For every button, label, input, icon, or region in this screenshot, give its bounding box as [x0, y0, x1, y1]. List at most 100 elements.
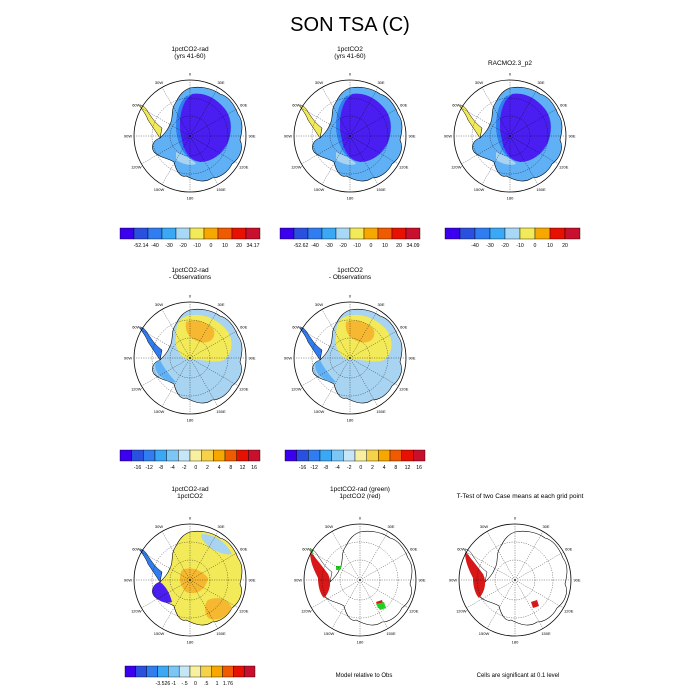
colorbar-swatch: [189, 665, 202, 678]
lon-label-lon-120w: 120W: [291, 165, 302, 170]
peninsula-region: [139, 549, 163, 583]
lon-label-lon-150w: 150W: [479, 631, 490, 636]
strong-warm-zone: [185, 320, 215, 343]
colorbar-swatch: [504, 227, 521, 240]
lon-label-lon-150e: 150E: [216, 409, 226, 414]
colorbar-label: -16: [134, 465, 142, 471]
colorbar-swatch: [213, 449, 226, 462]
lon-label-lon-120w: 120W: [451, 165, 462, 170]
colorbar-label: 10: [547, 243, 553, 249]
lon-label-lon-150w: 150W: [154, 631, 165, 636]
lon-label-lon-bottom: 180: [357, 640, 364, 645]
colorbar-swatch: [319, 449, 332, 462]
lon-label-lon-top: 0: [349, 294, 352, 299]
colorbar-swatch: [189, 449, 202, 462]
colorbar-label: 2: [371, 465, 374, 471]
colorbar-label: 20: [562, 243, 568, 249]
colorbar-swatch: [203, 227, 219, 240]
colorbar-label: 0: [359, 465, 362, 471]
lon-label-lon-30e: 30E: [377, 302, 384, 307]
colorbar-swatch: [564, 227, 581, 240]
colorbar-label: -4: [170, 465, 175, 471]
colorbar-swatch: [200, 665, 212, 678]
colorbar-swatch: [401, 449, 414, 462]
colorbar-swatch: [389, 449, 402, 462]
colorbar-label: 34.09: [407, 243, 420, 249]
colorbar-label: 2: [206, 465, 209, 471]
colorbar-swatch: [178, 449, 191, 462]
lon-label-lon-60e: 60E: [240, 547, 247, 552]
colorbar-swatch: [308, 449, 321, 462]
colorbar-swatch: [534, 227, 551, 240]
colorbar-swatch: [284, 449, 297, 462]
lon-label-lon-120w: 120W: [131, 165, 142, 170]
colorbar-swatch: [175, 227, 191, 240]
colorbar-swatch: [377, 227, 393, 240]
colorbar-label: -20: [179, 243, 187, 249]
colorbar-swatch: [217, 227, 233, 240]
colorbar-swatch: [296, 449, 309, 462]
peninsula-region: [459, 105, 483, 139]
cold-bias-zone: [155, 360, 176, 383]
colorbar-label: 0: [534, 243, 537, 249]
significant-red-cells: [465, 552, 486, 598]
colorbar-label: -20: [501, 243, 509, 249]
lon-label-lon-120w: 120W: [131, 387, 142, 392]
peninsula-region: [299, 327, 323, 361]
colorbar-label: 1.76: [223, 681, 233, 687]
lon-label-lon-150e: 150E: [216, 187, 226, 192]
lon-label-lon-bottom: 180: [512, 640, 519, 645]
colorbar-label: -30: [165, 243, 173, 249]
lon-label-lon-30e: 30E: [537, 80, 544, 85]
lon-label-lon-top: 0: [514, 516, 517, 521]
lon-label-lon-150w: 150W: [154, 187, 165, 192]
colorbar-swatch: [349, 227, 365, 240]
lon-label-lon-60e: 60E: [240, 325, 247, 330]
colorbar-label: 16: [416, 465, 422, 471]
lon-label-lon-30e: 30E: [377, 80, 384, 85]
colorbar-swatch: [363, 227, 379, 240]
lon-label-lon-90e: 90E: [408, 134, 415, 139]
panel-5-title-line1: 1pctCO2: [337, 267, 363, 274]
map-racmo: 0 30E 60E 90E 120E 150E 180 150W 120W 90W 60W 30W: [444, 72, 576, 201]
interior-zone: [499, 93, 551, 162]
lon-label-lon-bottom: 180: [507, 196, 514, 201]
colorbar-label: 10: [382, 243, 388, 249]
colorbar-7: -3.526 -1 -.5 0 .5 1 1.76: [124, 665, 256, 687]
lon-label-lon-60w: 60W: [132, 325, 140, 330]
lon-label-lon-top: 0: [189, 294, 192, 299]
lon-label-lon-30e: 30E: [217, 302, 224, 307]
lon-label-lon-120e: 120E: [239, 165, 249, 170]
panel-title-4: 1pctCO2-rad - Observations: [115, 267, 265, 281]
panel-title-2: 1pctCO2 (yrs 41-60): [275, 46, 425, 60]
lon-label-lon-150w: 150W: [324, 631, 335, 636]
panel-1-title-line1: 1pctCO2-rad: [171, 46, 209, 53]
panel-2-title-line1: 1pctCO2: [337, 46, 363, 53]
peninsula-region: [139, 105, 163, 139]
colorbar-swatch: [405, 227, 421, 240]
panel-title-9: T-Test of two Case means at each grid po…: [425, 493, 615, 500]
colorbar-label: -30: [325, 243, 333, 249]
page-title: SON TSA (C): [290, 14, 410, 36]
colorbar-swatch: [178, 665, 191, 678]
colorbar-label: -.5: [182, 681, 188, 687]
panel-title-8: 1pctCO2-rad (green) 1pctCO2 (red): [285, 486, 435, 500]
colorbar-label: -40: [151, 243, 159, 249]
panel-9-title-line1: T-Test of two Case means at each grid po…: [456, 493, 584, 500]
panel-7-title-line1: 1pctCO2-rad: [171, 486, 209, 493]
colorbar-swatch: [378, 449, 391, 462]
strong-warm-zone: [345, 320, 375, 343]
lon-label-lon-30w: 30W: [155, 524, 163, 529]
panel-3-title-line1: RACMO2.3_p2: [487, 60, 533, 67]
warm-east-zone: [205, 598, 232, 620]
colorbar-swatch: [248, 449, 261, 462]
colorbar-label: -16: [299, 465, 307, 471]
lon-label-lon-top: 0: [509, 72, 512, 77]
lon-label-lon-60e: 60E: [560, 103, 567, 108]
lon-label-lon-150w: 150W: [154, 409, 165, 414]
lon-label-lon-90e: 90E: [248, 578, 255, 583]
colorbar-swatch: [133, 227, 149, 240]
colorbar-label: .5: [204, 681, 208, 687]
colorbar-swatch: [474, 227, 491, 240]
colorbar-label: 0: [194, 465, 197, 471]
